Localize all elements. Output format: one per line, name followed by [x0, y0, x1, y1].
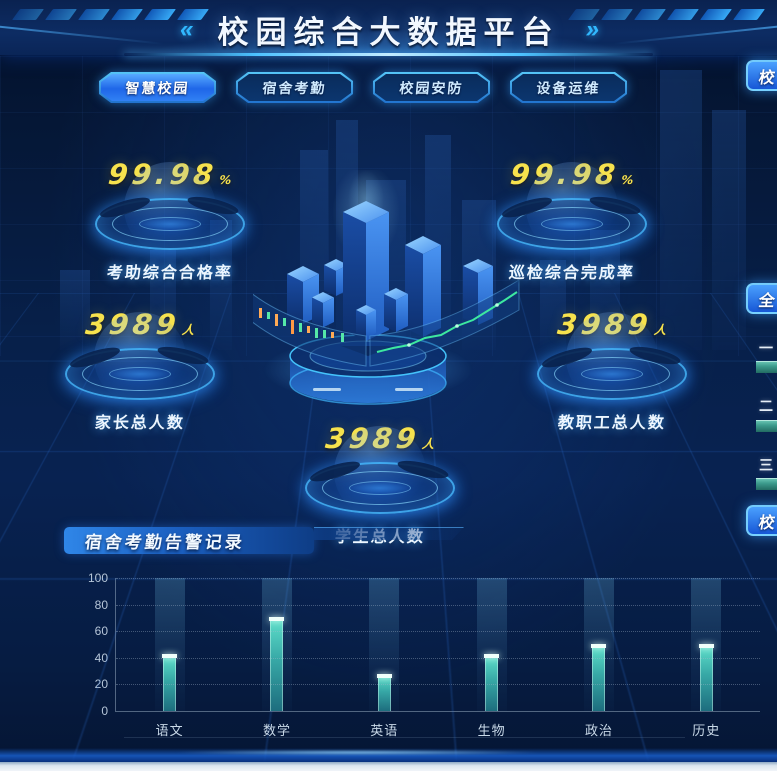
header-band: « 校园综合大数据平台 » — [0, 0, 777, 56]
main-tab-bar: 智慧校园 宿舍考勤 校园安防 设备运维 — [99, 72, 627, 103]
edge-panel-tab-top[interactable]: 校 — [746, 60, 777, 91]
stat-label: 考助综合合格率 — [106, 265, 234, 282]
platform-disc — [95, 162, 245, 254]
edge-panel-tab-bottom[interactable]: 校 — [746, 505, 777, 536]
platform-disc — [65, 312, 215, 404]
y-axis-tick: 100 — [87, 571, 108, 585]
bar-column: 政治 — [583, 578, 614, 738]
stat-parents-total: 3989人 家长总人数 — [60, 308, 220, 433]
bar-column: 英语 — [369, 578, 400, 738]
rank-item-bar — [756, 420, 777, 432]
tab-smart-campus[interactable]: 智慧校园 — [99, 72, 216, 103]
tab-equipment-ops[interactable]: 设备运维 — [510, 72, 627, 103]
bar-column: 语文 — [154, 578, 185, 738]
bar-column: 数学 — [261, 578, 292, 738]
gridline — [116, 684, 760, 686]
stat-inspection-rate: 99.98% 巡检综合完成率 — [492, 158, 652, 283]
gridline — [116, 631, 760, 633]
stat-unit: 人 — [181, 323, 195, 337]
bar-chart-columns: 语文 数学 英语 生物 政治 历史 — [116, 578, 760, 738]
platform-disc — [497, 162, 647, 254]
y-axis-tick: 40 — [94, 650, 108, 665]
platform-disc — [305, 426, 455, 518]
bottom-light-strip — [0, 762, 777, 771]
edge-panel-tab-middle[interactable]: 全 — [746, 283, 777, 314]
category-label: 英语 — [370, 723, 399, 738]
rank-item-label: 三 — [759, 457, 773, 473]
rank-item-bar — [756, 361, 777, 373]
gridline — [116, 604, 760, 606]
edge-tab-label: 全 — [757, 292, 776, 310]
bar-chart: 0 20 40 60 80 100 语文 数学 英语 生物 政治 历史 — [88, 566, 763, 744]
tab-fill — [375, 74, 488, 101]
category-label: 历史 — [692, 723, 721, 738]
bar-column: 生物 — [476, 578, 507, 738]
stat-exam-pass-rate: 99.98% 考助综合合格率 — [90, 158, 250, 283]
gridline — [116, 578, 760, 579]
stat-unit: 人 — [653, 323, 667, 337]
tab-label: 宿舍考勤 — [261, 79, 328, 96]
stat-label: 家长总人数 — [94, 415, 186, 432]
rank-item-label: 一 — [759, 340, 773, 356]
tab-label: 智慧校园 — [124, 79, 191, 96]
panel-bottom-divider — [124, 737, 685, 738]
dorm-alarm-panel-header: 宿舍考勤告警记录 — [64, 527, 314, 554]
stat-students-total: 3989人 学生总人数 — [300, 422, 460, 547]
stat-unit: % — [620, 173, 635, 187]
page-title: 校园综合大数据平台 — [217, 15, 560, 50]
bar — [591, 643, 607, 711]
category-label: 数学 — [262, 723, 291, 738]
y-axis-tick: 80 — [94, 597, 108, 612]
tab-fill — [238, 74, 351, 101]
tab-label: 设备运维 — [535, 79, 602, 96]
bar — [269, 616, 285, 711]
y-axis-tick: 60 — [94, 624, 108, 639]
panel-header-extension — [314, 527, 464, 540]
category-label: 政治 — [584, 723, 613, 738]
gridline — [116, 657, 760, 659]
y-axis-tick: 0 — [101, 704, 108, 718]
bar-column: 历史 — [691, 578, 722, 738]
stat-label: 巡检综合完成率 — [508, 265, 636, 282]
bar — [484, 654, 500, 711]
bar-chart-plot: 0 20 40 60 80 100 语文 数学 英语 生物 政治 历史 — [88, 571, 760, 738]
tab-campus-security[interactable]: 校园安防 — [373, 72, 490, 103]
stat-unit: % — [218, 173, 233, 187]
bottom-glow-bar — [0, 748, 777, 762]
double-chevron-right-icon: » — [583, 15, 600, 43]
bar — [376, 674, 392, 711]
tab-dorm-attendance[interactable]: 宿舍考勤 — [236, 72, 353, 103]
platform-disc — [537, 312, 687, 404]
category-label: 生物 — [477, 723, 506, 738]
double-chevron-left-icon: « — [177, 15, 194, 43]
edge-tab-label: 校 — [757, 514, 776, 532]
y-axis-tick: 20 — [94, 677, 108, 692]
stat-label: 教职工总人数 — [557, 415, 667, 432]
tab-fill — [512, 74, 625, 101]
category-label: 语文 — [155, 723, 184, 738]
rank-item-bar — [756, 478, 777, 490]
edge-tab-label: 校 — [757, 69, 776, 87]
bar — [162, 654, 178, 711]
stat-staff-total: 3989人 教职工总人数 — [532, 308, 692, 433]
stat-unit: 人 — [421, 437, 435, 451]
campus-3d-visualization — [253, 170, 520, 405]
tab-label: 校园安防 — [398, 79, 465, 96]
rank-item-label: 二 — [759, 398, 773, 414]
bar — [698, 643, 714, 711]
panel-title: 宿舍考勤告警记录 — [83, 533, 246, 552]
tab-fill — [101, 74, 214, 101]
